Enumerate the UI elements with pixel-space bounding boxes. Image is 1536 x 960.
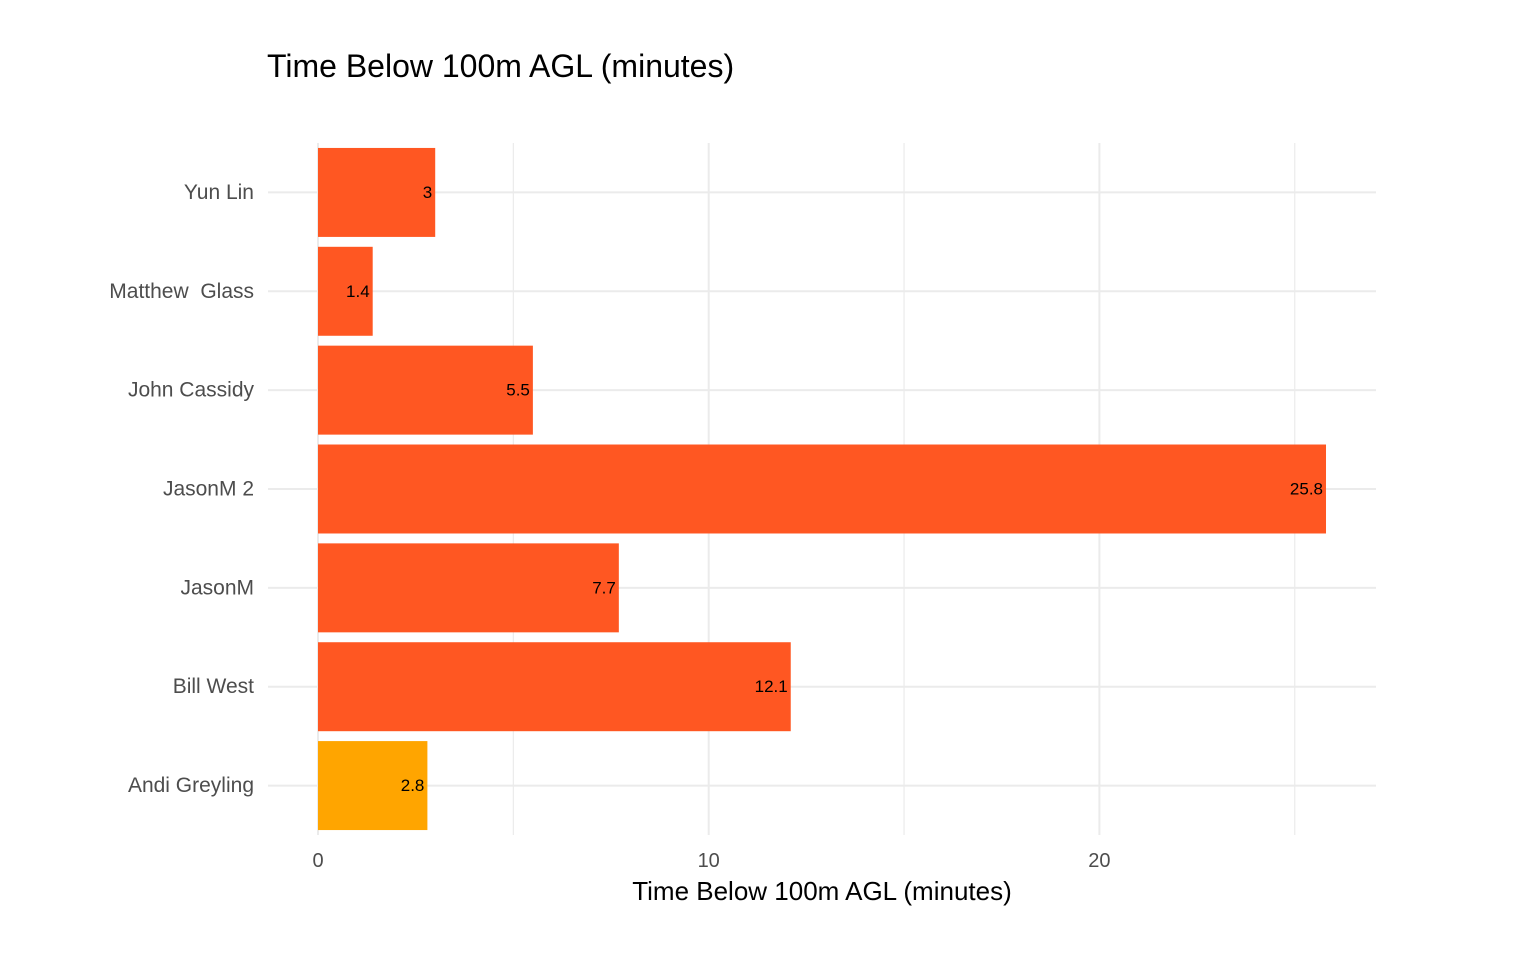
bar — [318, 147, 436, 237]
bar — [318, 543, 619, 633]
data-label: 5.5 — [506, 381, 530, 400]
y-tick-label: Bill West — [173, 675, 254, 698]
y-tick-label: JasonM 2 — [163, 478, 254, 501]
data-label: 1.4 — [346, 282, 370, 301]
x-axis-tick-labels: 0 10 20 — [312, 850, 1110, 872]
y-tick-label: Yun Lin — [184, 181, 254, 204]
chart-title: Time Below 100m AGL (minutes) — [267, 48, 735, 84]
bar — [318, 444, 1327, 534]
y-tick-label: Andi Greyling — [128, 774, 254, 797]
x-tick-label: 0 — [312, 850, 323, 872]
y-tick-label: Matthew Glass — [109, 280, 254, 303]
x-axis-title: Time Below 100m AGL (minutes) — [632, 876, 1012, 906]
y-tick-label: JasonM — [180, 576, 254, 599]
data-label: 2.8 — [401, 776, 425, 795]
data-labels: 2.8 12.1 7.7 25.8 5.5 1.4 3 — [346, 183, 1323, 795]
bar — [318, 246, 373, 336]
data-label: 3 — [423, 183, 432, 202]
data-label: 7.7 — [592, 578, 616, 597]
x-tick-label: 10 — [698, 850, 720, 872]
bar — [318, 642, 791, 732]
bar — [318, 741, 428, 831]
bar — [318, 345, 533, 435]
x-tick-label: 20 — [1088, 850, 1110, 872]
data-label: 25.8 — [1290, 480, 1323, 499]
y-tick-label: John Cassidy — [128, 379, 255, 402]
bars — [318, 147, 1327, 831]
data-label: 12.1 — [755, 677, 788, 696]
y-axis-tick-labels: Andi Greyling Bill West JasonM JasonM 2 John… — [109, 181, 254, 797]
